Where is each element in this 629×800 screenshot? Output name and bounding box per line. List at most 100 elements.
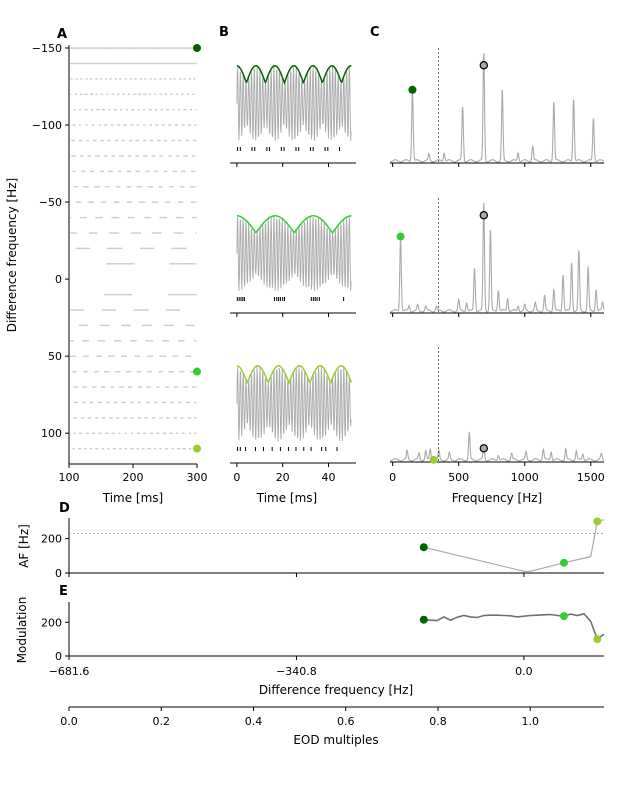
raster-row <box>72 124 197 126</box>
raster-dot <box>110 263 112 265</box>
raster-dot <box>129 155 131 157</box>
raster-dot <box>127 47 129 49</box>
raster-dot <box>99 401 101 404</box>
raster-dot <box>175 216 177 219</box>
raster-dot <box>175 232 177 234</box>
a-x-tick-label: 300 <box>187 471 208 484</box>
raster-dot <box>150 355 152 357</box>
raster-dot <box>104 124 106 126</box>
raster-dot <box>92 62 94 65</box>
raster-dot <box>184 62 186 65</box>
raster-dot <box>193 263 195 265</box>
raster-dot <box>112 432 114 434</box>
raster-dot <box>179 139 181 142</box>
raster-dot <box>137 232 139 234</box>
raster-dot <box>99 432 101 434</box>
raster-dot <box>172 324 174 327</box>
raster-dot <box>92 401 94 404</box>
raster-dot <box>75 201 77 203</box>
raster-dot <box>195 293 197 296</box>
raster-dot <box>192 47 194 49</box>
raster-dot <box>85 340 87 342</box>
raster-dot <box>143 139 145 142</box>
raster-dot <box>166 201 168 203</box>
raster-dot <box>125 78 127 80</box>
raster-dot <box>109 263 111 265</box>
c-spectrum-line <box>390 203 605 313</box>
raster-dot <box>139 201 141 203</box>
raster-dot <box>71 340 73 342</box>
raster-dot <box>137 109 139 111</box>
raster-dot <box>143 93 145 95</box>
raster-dot <box>178 109 180 111</box>
raster-dot <box>110 247 112 250</box>
raster-dot <box>149 355 151 357</box>
raster-dot <box>84 216 86 219</box>
raster-dot <box>192 201 194 203</box>
raster-dot <box>181 186 183 188</box>
raster-dot <box>89 93 91 95</box>
raster-dot <box>151 186 153 188</box>
raster-dot <box>132 62 134 65</box>
raster-dot <box>127 216 129 219</box>
raster-dot <box>120 78 122 80</box>
raster-dot <box>191 201 193 203</box>
raster-dot <box>116 186 118 188</box>
raster-dot <box>119 155 121 157</box>
c-spectrum-line <box>390 431 605 462</box>
raster-dot <box>195 417 197 419</box>
raster-dot <box>164 355 166 357</box>
raster-dot <box>164 216 166 219</box>
raster-dot <box>193 293 195 296</box>
raster-dot <box>83 186 85 188</box>
raster-dot <box>131 78 133 80</box>
raster-dot <box>88 232 90 234</box>
raster-dot <box>127 263 129 265</box>
raster-dot <box>100 78 102 80</box>
raster-dot <box>96 47 98 49</box>
raster-dot <box>179 47 181 49</box>
raster-dot <box>182 417 184 419</box>
raster-dot <box>132 124 134 126</box>
raster-dot <box>150 186 152 188</box>
raster-dot <box>170 124 172 126</box>
raster-dot <box>79 109 81 111</box>
raster-dot <box>107 247 109 250</box>
raster-dot <box>160 417 162 419</box>
raster-dot <box>106 324 108 327</box>
raster-dot <box>116 247 118 250</box>
raster-dot <box>166 62 168 65</box>
raster-dot <box>160 78 162 80</box>
raster-dot <box>185 155 187 157</box>
raster-dot <box>125 47 127 49</box>
raster-dot <box>138 417 140 419</box>
raster-dot <box>183 124 185 126</box>
raster-dot <box>138 309 140 311</box>
raster-dot <box>130 263 132 265</box>
raster-dot <box>121 355 123 357</box>
raster-dot <box>119 432 121 434</box>
raster-dot <box>119 293 121 296</box>
raster-dot <box>110 124 112 126</box>
raster-dot <box>99 340 101 342</box>
raster-dot <box>127 62 129 65</box>
raster-dot <box>89 170 91 173</box>
raster-dot <box>74 232 76 234</box>
raster-dot <box>73 124 75 126</box>
raster-dot <box>107 93 109 95</box>
raster-dot <box>85 216 87 219</box>
raster-dot <box>179 232 181 234</box>
raster-dot <box>131 417 133 419</box>
raster-dot <box>113 340 115 342</box>
raster-dot <box>173 47 175 49</box>
raster-dot <box>139 62 141 65</box>
raster-dot <box>190 186 192 188</box>
raster-dot <box>84 93 86 95</box>
panel-label-d: D <box>59 501 70 516</box>
b-envelope-trace <box>236 65 352 85</box>
raster-dot <box>172 448 174 450</box>
eod-multiples-ticks: 0.0 0.2 0.4 0.6 0.8 1.0 <box>60 707 539 728</box>
raster-dot <box>179 109 181 111</box>
raster-dot <box>101 417 103 419</box>
raster-dot <box>92 109 94 111</box>
